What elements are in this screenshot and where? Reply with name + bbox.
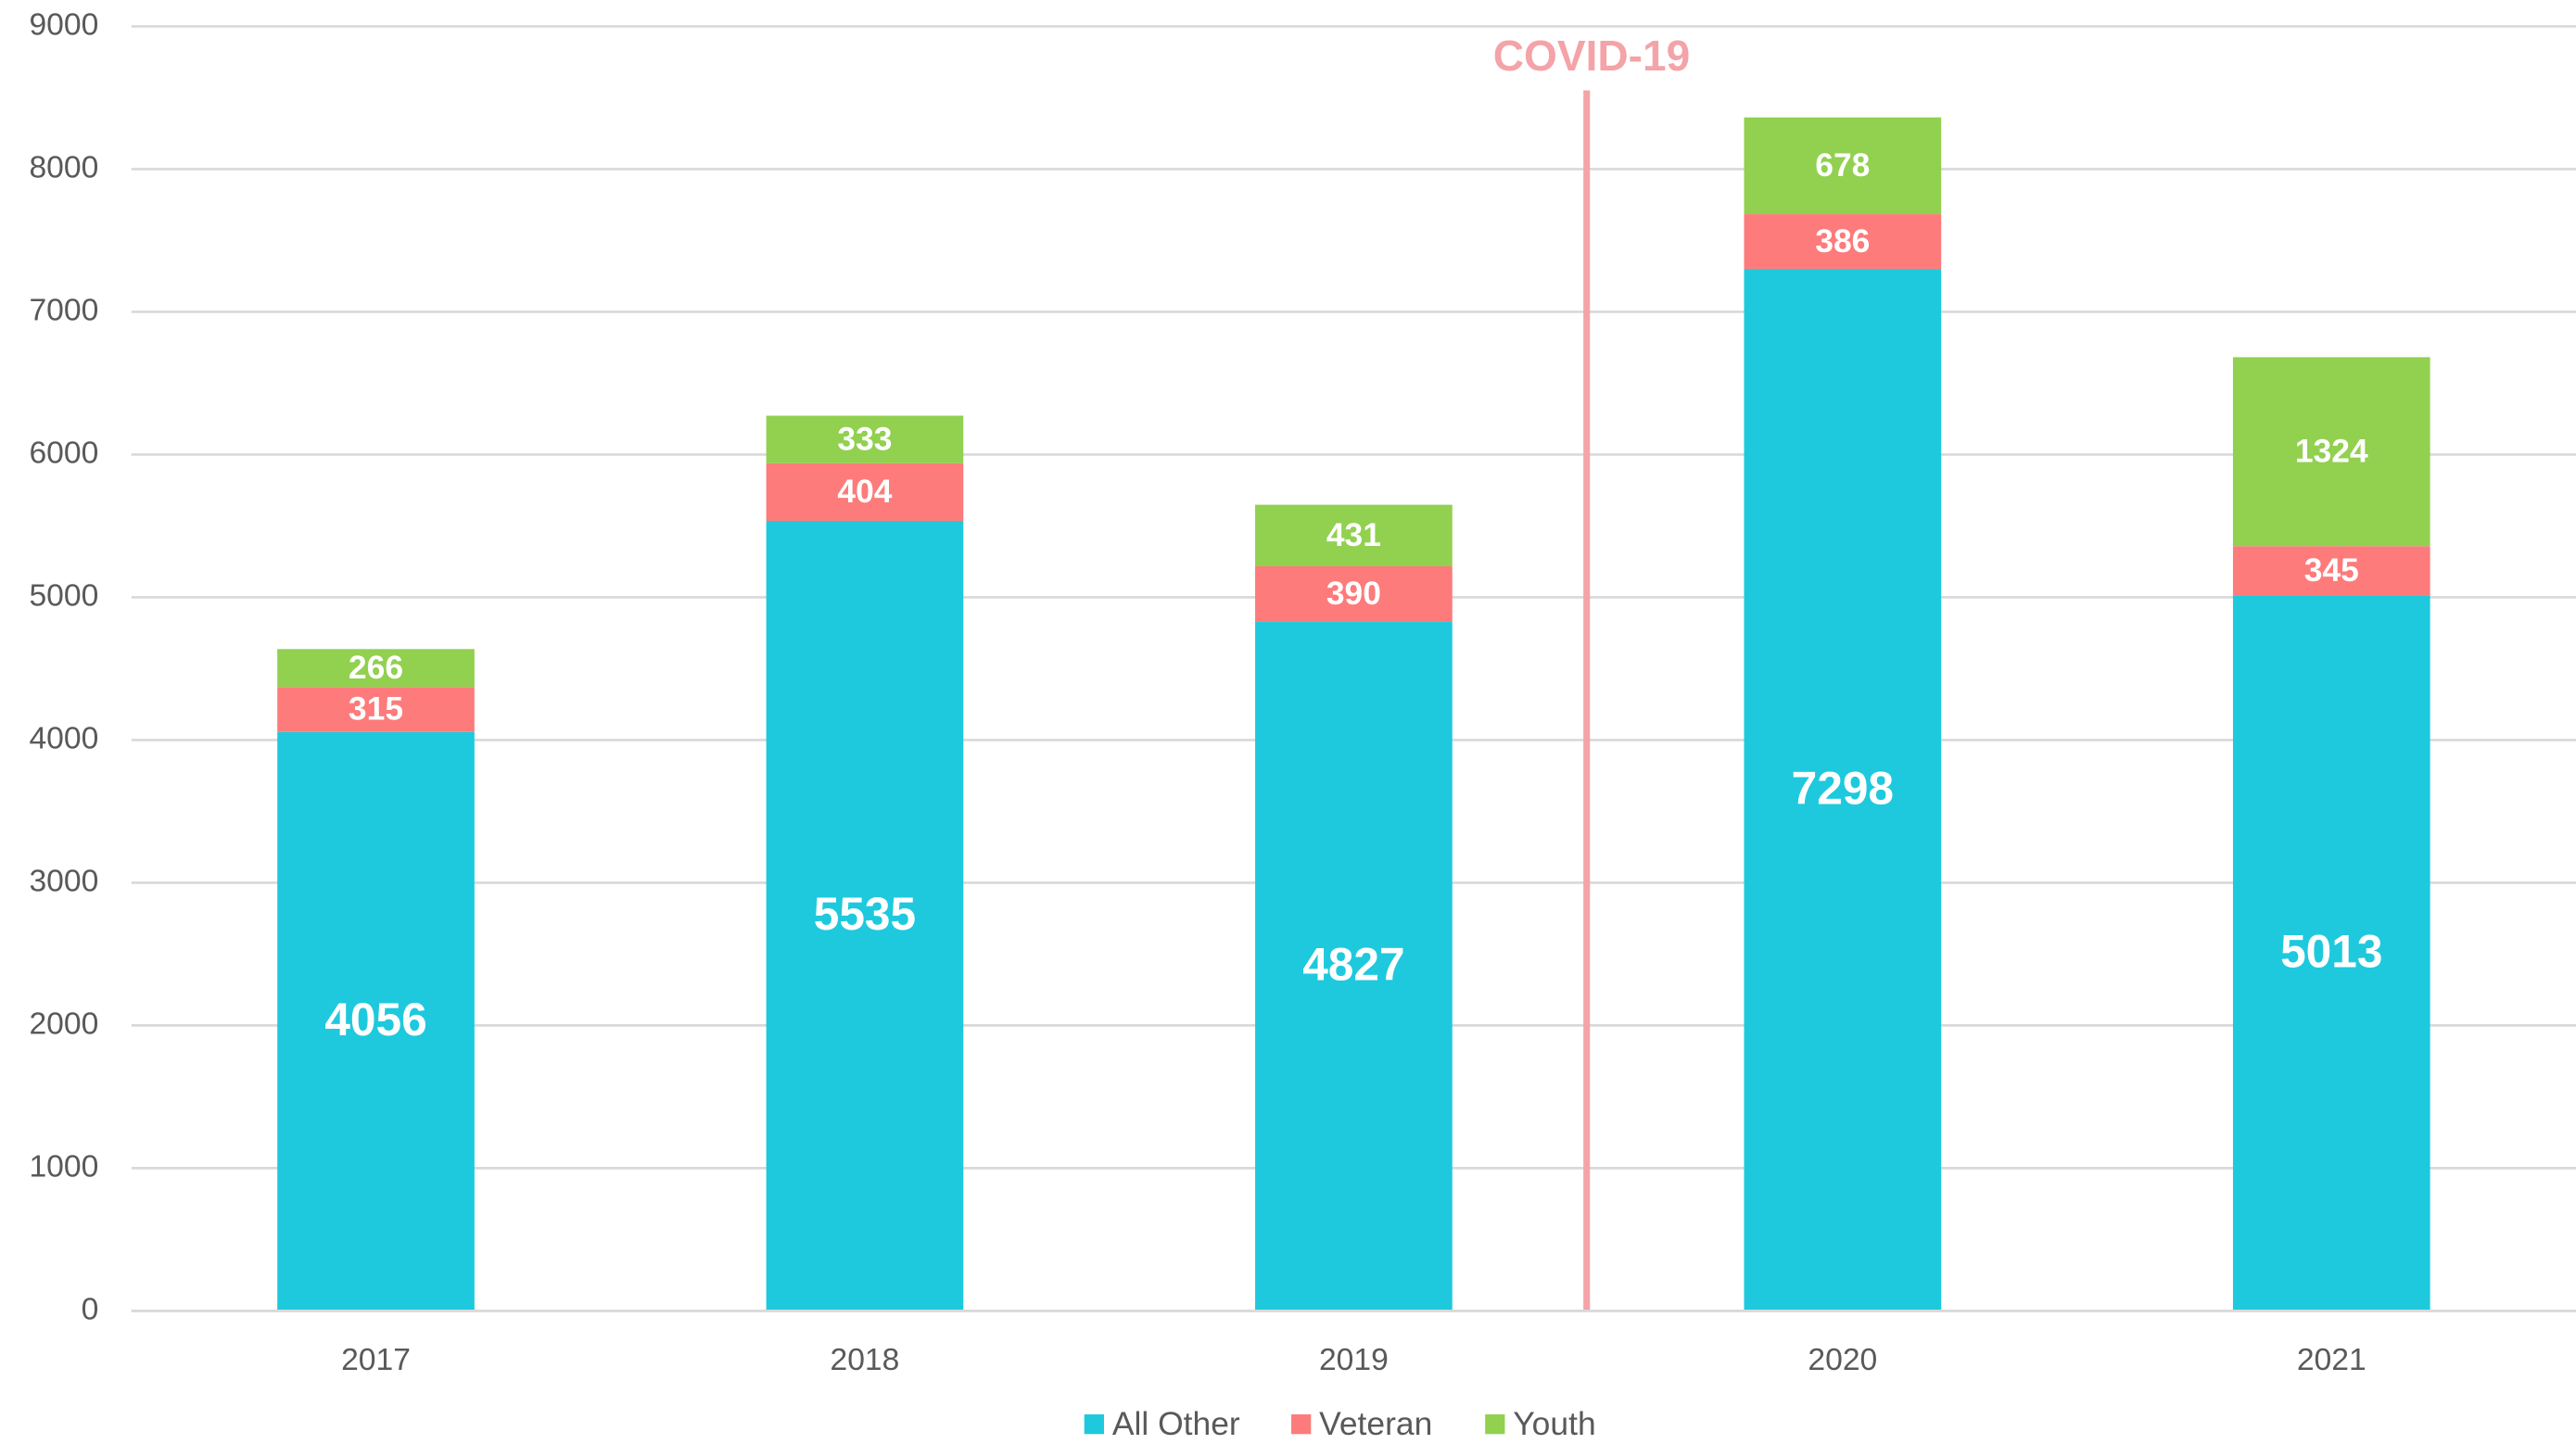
- data-label: 315: [349, 690, 403, 728]
- x-tick-label: 2018: [831, 1343, 900, 1377]
- data-label: 1324: [2295, 432, 2368, 469]
- bar-segment: [1255, 504, 1453, 566]
- y-tick-label: 4000: [29, 721, 98, 755]
- y-tick-label: 6000: [29, 436, 98, 470]
- data-label: 678: [1815, 146, 1870, 184]
- legend-swatch: [1084, 1414, 1104, 1435]
- legend-label: Youth: [1513, 1405, 1595, 1442]
- bar-segment: [1744, 214, 1942, 270]
- bar-segment: [1255, 622, 1453, 1311]
- bar-segment: [2232, 546, 2430, 596]
- x-tick-label: 2021: [2297, 1343, 2367, 1377]
- data-label: 4056: [324, 994, 426, 1045]
- data-label: 266: [349, 649, 403, 686]
- data-label: 390: [1326, 575, 1381, 612]
- y-tick-label: 0: [82, 1292, 99, 1326]
- bar-segment: [766, 521, 964, 1311]
- legend-label: Veteran: [1319, 1405, 1432, 1442]
- data-label: 4827: [1302, 939, 1404, 991]
- y-tick-label: 2000: [29, 1007, 98, 1041]
- legend-swatch: [1291, 1414, 1312, 1435]
- data-label: 386: [1815, 222, 1870, 260]
- data-label: 431: [1326, 516, 1381, 553]
- data-label: 333: [837, 420, 892, 457]
- bar-segment: [1744, 269, 1942, 1311]
- bar-segment: [277, 687, 475, 732]
- bar-segment: [2232, 357, 2430, 547]
- y-tick-label: 8000: [29, 150, 98, 184]
- bar-segment: [766, 462, 964, 522]
- x-tick-label: 2017: [341, 1343, 411, 1377]
- bar-segment: [277, 731, 475, 1311]
- legend-label: All Other: [1112, 1405, 1240, 1442]
- y-tick-label: 9000: [29, 7, 98, 42]
- data-label: 7298: [1792, 762, 1894, 814]
- y-tick-label: 3000: [29, 864, 98, 898]
- x-tick-label: 2020: [1808, 1343, 1877, 1377]
- y-tick-label: 1000: [29, 1149, 98, 1184]
- bar-segment: [2232, 595, 2430, 1311]
- bar-segment: [766, 415, 964, 463]
- bar-segment: [1255, 565, 1453, 623]
- data-label: 5535: [814, 888, 916, 940]
- x-tick-label: 2019: [1319, 1343, 1389, 1377]
- data-label: 345: [2304, 551, 2359, 589]
- annotation-label: COVID-19: [1493, 32, 1691, 80]
- data-label: 5013: [2280, 925, 2382, 977]
- data-label: 404: [837, 473, 892, 510]
- bar-segment: [1744, 117, 1942, 215]
- y-tick-label: 7000: [29, 293, 98, 327]
- legend-swatch: [1485, 1414, 1505, 1435]
- y-tick-label: 5000: [29, 578, 98, 613]
- bar-segment: [277, 649, 475, 688]
